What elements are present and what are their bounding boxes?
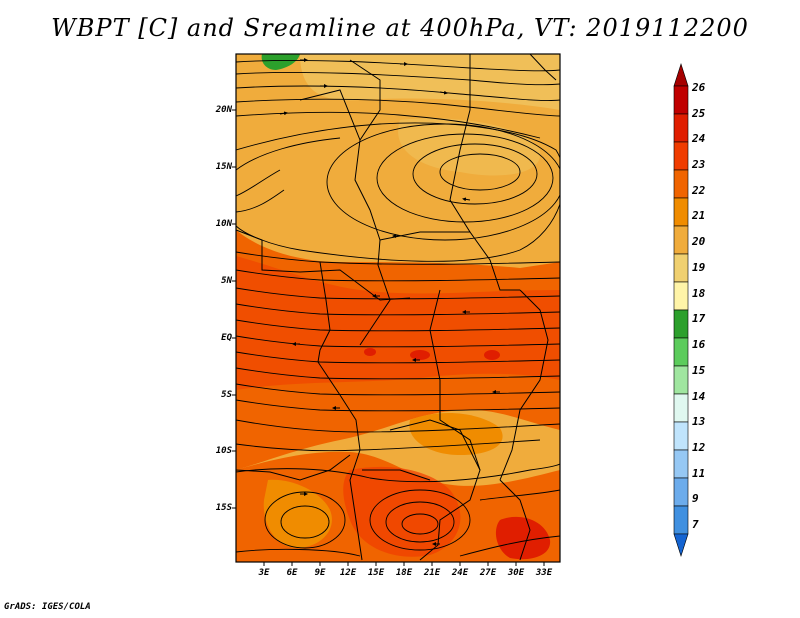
lon-label: 27E bbox=[479, 568, 497, 578]
lat-label: 15S bbox=[215, 503, 232, 513]
colorbar-label: 12 bbox=[692, 441, 706, 454]
colorbar-swatch bbox=[673, 85, 689, 115]
colorbar-swatch bbox=[673, 169, 689, 199]
map-frame bbox=[235, 53, 561, 563]
colorbar-swatch bbox=[673, 225, 689, 255]
colorbar-swatch bbox=[673, 421, 689, 451]
colorbar-swatch bbox=[673, 337, 689, 367]
lon-label: 3E bbox=[258, 568, 270, 578]
lat-label: 5N bbox=[221, 276, 232, 286]
lon-label: 6E bbox=[286, 568, 298, 578]
colorbar-swatch bbox=[673, 281, 689, 311]
colorbar-label: 19 bbox=[692, 261, 706, 274]
colorbar-label: 25 bbox=[692, 107, 706, 120]
temperature-field bbox=[236, 54, 560, 562]
lat-label: 20N bbox=[215, 105, 232, 115]
colorbar-swatch bbox=[673, 63, 689, 87]
colorbar-label: 18 bbox=[692, 287, 706, 300]
colorbar-label: 21 bbox=[692, 209, 706, 222]
colorbar-label: 17 bbox=[692, 312, 706, 325]
lat-label: EQ bbox=[221, 333, 232, 343]
axis-ticks bbox=[232, 109, 545, 566]
map-title: WBPT [C] and Sreamline at 400hPa, VT: 20… bbox=[51, 14, 749, 42]
colorbar-swatch bbox=[673, 113, 689, 143]
colorbar-label: 24 bbox=[692, 132, 706, 145]
colorbar-label: 15 bbox=[692, 364, 706, 377]
lon-label: 30E bbox=[507, 568, 525, 578]
lon-label: 21E bbox=[423, 568, 441, 578]
colorbar-swatch bbox=[673, 449, 689, 479]
colorbar-label: 20 bbox=[692, 235, 706, 248]
colorbar-label: 14 bbox=[692, 390, 706, 403]
lon-label: 24E bbox=[451, 568, 469, 578]
lon-label: 9E bbox=[314, 568, 326, 578]
colorbar-swatch bbox=[673, 477, 689, 507]
lon-label: 12E bbox=[339, 568, 357, 578]
colorbar-swatch bbox=[673, 253, 689, 283]
colorbar-label: 23 bbox=[692, 158, 706, 171]
lat-label: 15N bbox=[215, 162, 232, 172]
streamlines bbox=[236, 59, 560, 557]
colorbar-swatch bbox=[673, 309, 689, 339]
lat-label: 10S bbox=[215, 446, 232, 456]
colorbar-label: 16 bbox=[692, 338, 706, 351]
colorbar-swatch bbox=[673, 365, 689, 395]
colorbar-swatch bbox=[673, 505, 689, 535]
colorbar-swatch bbox=[673, 197, 689, 227]
colorbar-label: 11 bbox=[692, 467, 706, 480]
colorbar-swatch bbox=[673, 393, 689, 423]
colorbar-label: 22 bbox=[692, 184, 706, 197]
lat-label: 10N bbox=[215, 219, 232, 229]
lon-label: 18E bbox=[395, 568, 413, 578]
colorbar-swatch bbox=[673, 141, 689, 171]
lon-label: 15E bbox=[367, 568, 385, 578]
colorbar-label: 13 bbox=[692, 415, 706, 428]
credit-label: GrADS: IGES/COLA bbox=[4, 602, 91, 612]
colorbar-label: 9 bbox=[692, 492, 699, 505]
colorbar-label: 7 bbox=[692, 518, 699, 531]
colorbar-swatch bbox=[673, 533, 689, 557]
streamline-arrows bbox=[279, 58, 500, 546]
lon-label: 33E bbox=[535, 568, 553, 578]
lat-label: 5S bbox=[221, 390, 232, 400]
colorbar-label: 26 bbox=[692, 81, 706, 94]
colorbar bbox=[673, 63, 689, 557]
